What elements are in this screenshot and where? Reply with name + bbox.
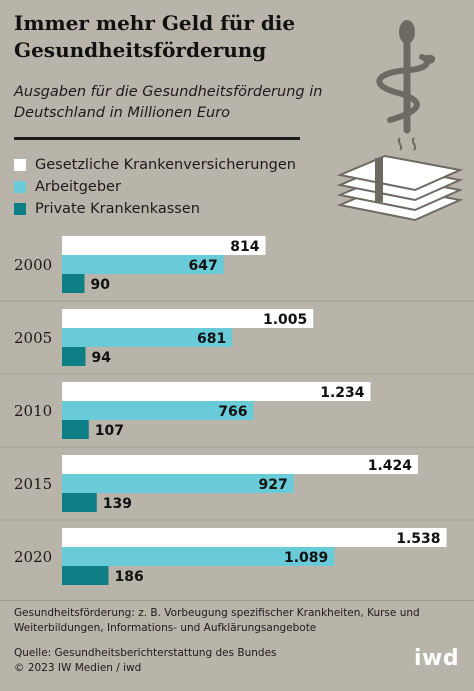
year-label-2015: 2015 <box>14 475 52 493</box>
value-label-arbeitgeber-2000: 647 <box>189 258 218 274</box>
bar-pkv-2020 <box>62 566 109 585</box>
value-label-pkv-2000: 90 <box>91 277 111 293</box>
year-label-2020: 2020 <box>14 548 52 566</box>
bar-gkv-2010 <box>62 382 371 401</box>
bar-pkv-2015 <box>62 493 97 512</box>
bar-gkv-2005 <box>62 309 314 328</box>
bar-chart: 2000 814 647 90 2005 1.005 681 94 2010 1.234 766 10… <box>0 236 474 585</box>
value-label-pkv-2010: 107 <box>95 423 124 439</box>
year-label-2005: 2005 <box>14 329 52 347</box>
bar-arbeitgeber-2015 <box>62 474 294 493</box>
legend-item-arbeitgeber: Arbeitgeber <box>14 176 296 198</box>
bar-pkv-2000 <box>62 274 85 293</box>
legend-swatch-arbeitgeber <box>14 181 26 193</box>
footer-divider <box>0 600 474 601</box>
value-label-gkv-2010: 1.234 <box>320 385 365 401</box>
value-label-arbeitgeber-2015: 927 <box>259 477 288 493</box>
value-label-gkv-2000: 814 <box>230 239 259 255</box>
value-label-pkv-2020: 186 <box>115 569 144 585</box>
year-label-2000: 2000 <box>14 256 52 274</box>
bar-arbeitgeber-2005 <box>62 328 233 347</box>
bar-arbeitgeber-2010 <box>62 401 254 420</box>
value-label-gkv-2020: 1.538 <box>396 531 440 547</box>
bar-gkv-2015 <box>62 455 418 474</box>
bar-pkv-2010 <box>62 420 89 439</box>
chart-subtitle: Ausgaben für die Gesundheitsförderung in… <box>14 84 323 121</box>
value-label-arbeitgeber-2020: 1.089 <box>284 550 328 566</box>
bar-gkv-2020 <box>62 528 447 547</box>
bar-arbeitgeber-2000 <box>62 255 224 274</box>
bar-arbeitgeber-2020 <box>62 547 335 566</box>
iwd-logo: iwd <box>414 646 460 671</box>
source-text: Quelle: Gesundheitsberichterstattung des… <box>14 647 277 659</box>
value-label-pkv-2005: 94 <box>92 350 112 366</box>
legend: Gesetzliche Krankenversicherungen Arbeit… <box>14 154 296 220</box>
value-label-gkv-2015: 1.424 <box>368 458 413 474</box>
year-label-2010: 2010 <box>14 402 52 420</box>
chart-title: Immer mehr Geld für die Gesundheitsförde… <box>14 11 296 62</box>
title-rule <box>14 137 300 140</box>
value-label-arbeitgeber-2010: 766 <box>218 404 247 420</box>
value-label-pkv-2015: 139 <box>103 496 132 512</box>
value-label-arbeitgeber-2005: 681 <box>197 331 226 347</box>
legend-label-arbeitgeber: Arbeitgeber <box>35 179 121 195</box>
source-block: Quelle: Gesundheitsberichterstattung des… <box>14 646 344 676</box>
legend-label-pkv: Private Krankenkassen <box>35 201 200 217</box>
legend-label-gkv: Gesetzliche Krankenversicherungen <box>35 157 296 173</box>
legend-item-pkv: Private Krankenkassen <box>14 198 296 220</box>
value-label-gkv-2005: 1.005 <box>263 312 307 328</box>
copyright-text: © 2023 IW Medien / iwd <box>14 662 142 674</box>
legend-swatch-pkv <box>14 203 26 215</box>
legend-swatch-gkv <box>14 159 26 171</box>
legend-item-gkv: Gesetzliche Krankenversicherungen <box>14 154 296 176</box>
bar-pkv-2005 <box>62 347 86 366</box>
bar-gkv-2000 <box>62 236 266 255</box>
footnote: Gesundheitsförderung: z. B. Vorbeugung s… <box>14 607 420 634</box>
aesculapian-money-illustration <box>336 20 464 222</box>
